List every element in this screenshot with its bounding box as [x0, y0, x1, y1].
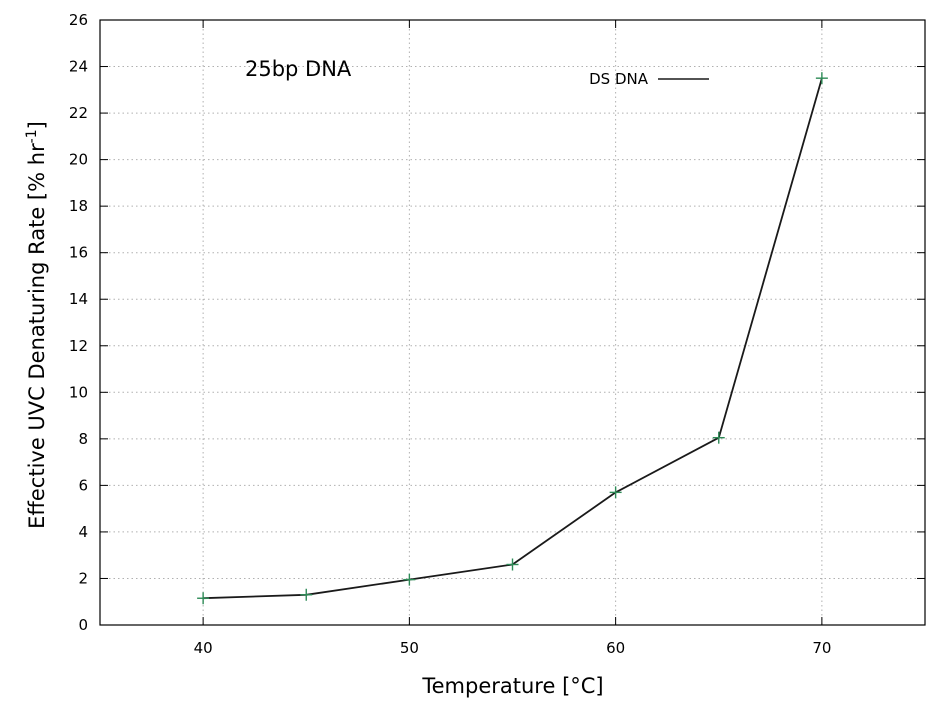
data-point-marker [506, 558, 519, 571]
y-tick-label: 2 [78, 569, 88, 587]
data-point-marker [300, 588, 313, 601]
data-point-marker [403, 573, 416, 586]
y-axis-title-main: Effective UVC Denaturing Rate [% hr [25, 143, 49, 529]
y-axis-title-superscript: -1 [24, 129, 40, 143]
x-tick-label: 40 [194, 639, 213, 657]
data-point-marker [815, 72, 828, 85]
chart-annotation: 25bp DNA [245, 57, 352, 81]
data-point-marker [609, 486, 622, 499]
y-tick-label: 20 [69, 151, 88, 169]
grid-layer [100, 20, 925, 625]
y-tick-label: 8 [78, 430, 88, 448]
y-tick-label: 0 [78, 616, 88, 634]
series-line-ds-dna [203, 77, 823, 600]
plot-frame [99, 19, 926, 626]
data-point-marker [712, 431, 725, 444]
y-axis-title-end: ] [25, 121, 49, 129]
series-layer [197, 72, 828, 605]
legend: DS DNA [589, 70, 709, 88]
y-tick-label: 24 [69, 58, 88, 76]
x-axis-title: Temperature [°C] [421, 674, 603, 698]
y-tick-label: 22 [69, 104, 88, 122]
x-tick-label: 60 [606, 639, 625, 657]
legend-label-ds-dna: DS DNA [589, 70, 649, 88]
y-tick-label: 16 [69, 244, 88, 262]
x-tick-label: 70 [812, 639, 831, 657]
y-tick-label: 12 [69, 337, 88, 355]
y-axis-title: Effective UVC Denaturing Rate [% hr-1] [24, 121, 49, 529]
x-tick-label: 50 [400, 639, 419, 657]
y-tick-label: 14 [69, 290, 88, 308]
y-tick-label: 4 [78, 523, 88, 541]
y-tick-label: 26 [69, 11, 88, 29]
y-tick-label: 10 [69, 383, 88, 401]
y-tick-label: 6 [78, 476, 88, 494]
y-tick-label: 18 [69, 197, 88, 215]
data-point-marker [197, 592, 210, 605]
plot-frame-layer [99, 19, 926, 626]
